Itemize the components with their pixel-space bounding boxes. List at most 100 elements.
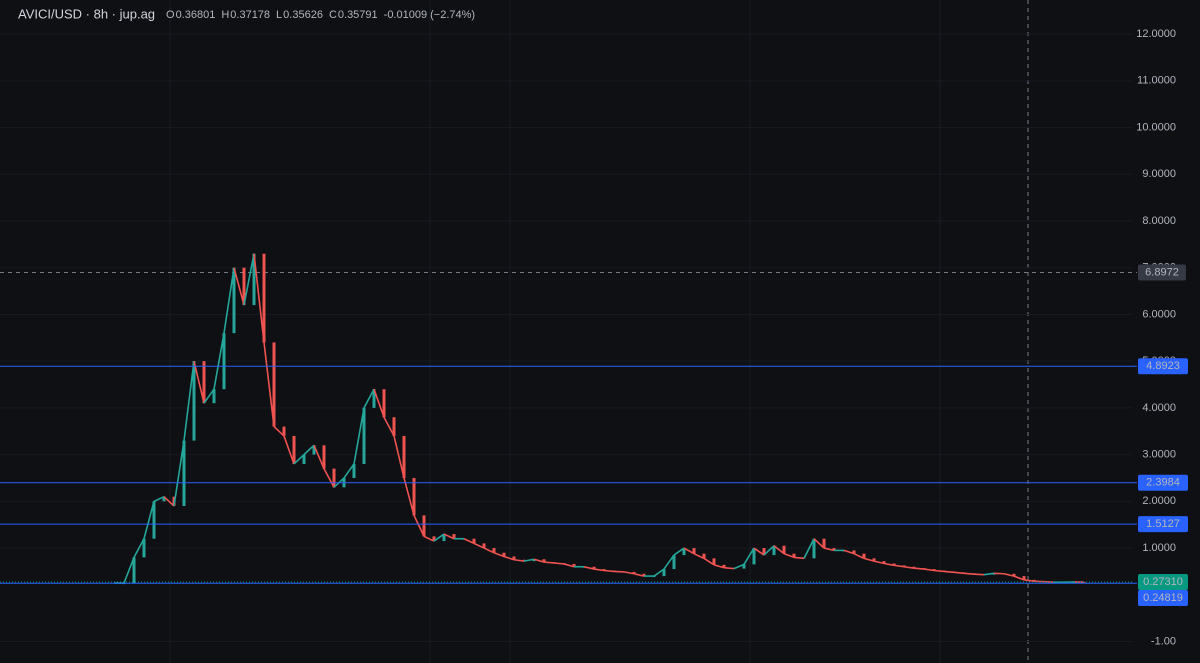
price-segment — [553, 562, 565, 565]
level-label: 2.3984 — [1146, 477, 1180, 489]
level-label-box — [1138, 474, 1188, 491]
candle — [862, 553, 866, 559]
price-segment — [483, 547, 495, 554]
candle — [792, 553, 796, 558]
price-segment — [933, 569, 945, 573]
price-segment — [963, 572, 975, 576]
candle — [952, 571, 956, 573]
candle — [532, 559, 536, 562]
ohlc-value: 0.35626 — [283, 9, 323, 21]
ohlc-label: H — [221, 9, 229, 21]
price-segment — [943, 570, 955, 574]
candle — [772, 545, 776, 556]
y-tick-label: -1.00 — [1151, 635, 1176, 647]
candle — [1032, 579, 1036, 582]
price-segment — [803, 538, 815, 559]
candle — [272, 342, 276, 427]
price-segment — [593, 568, 605, 572]
candle — [252, 253, 256, 306]
price-segment — [403, 477, 415, 516]
candle — [322, 445, 326, 469]
vertical-grid — [169, 0, 941, 663]
price-segment — [213, 332, 225, 390]
candle — [602, 569, 606, 571]
price-segment — [773, 545, 785, 555]
candle — [932, 569, 936, 571]
price-segment — [733, 563, 745, 570]
candle — [822, 538, 826, 549]
price-segment — [983, 572, 995, 576]
price-segment — [723, 566, 735, 570]
price-segment — [893, 564, 905, 568]
crosshair-label-box — [1138, 264, 1186, 281]
ohlc-label: L — [276, 9, 282, 21]
price-segment — [543, 561, 555, 564]
y-tick-label: 12.0000 — [1136, 28, 1176, 40]
price-segment — [423, 535, 435, 542]
price-segment — [273, 425, 285, 437]
price-segment — [583, 565, 595, 570]
candle — [712, 558, 716, 565]
price-segment — [903, 565, 915, 569]
price-segment — [653, 568, 665, 577]
candle — [552, 562, 556, 564]
price-segment — [493, 551, 505, 558]
candle — [492, 548, 496, 553]
price-segment — [823, 547, 835, 552]
candle — [432, 536, 436, 542]
y-tick-label: 1.0000 — [1142, 542, 1176, 554]
candle — [162, 496, 166, 502]
price-segment — [843, 549, 855, 555]
price-segment — [873, 560, 885, 565]
last-price-label: 0.27310 — [1143, 576, 1183, 588]
candle — [942, 570, 946, 572]
crosshair-label: 6.8972 — [1145, 266, 1179, 278]
candle — [672, 555, 676, 570]
price-segment — [243, 253, 255, 306]
price-segment — [363, 388, 375, 409]
y-tick-label: 2.0000 — [1142, 495, 1176, 507]
price-segment — [233, 267, 245, 306]
price-segment — [693, 552, 705, 560]
y-tick-label: 11.0000 — [1137, 75, 1176, 87]
price-segment — [513, 558, 525, 562]
candle — [212, 389, 216, 404]
level-label: 1.5127 — [1146, 518, 1180, 530]
candle — [892, 563, 896, 566]
price-segment — [173, 440, 185, 507]
candle — [132, 557, 136, 584]
price-segment — [153, 495, 165, 503]
price-segment — [463, 537, 475, 545]
price-segment — [793, 556, 805, 560]
price-segment — [433, 533, 445, 542]
candle — [142, 538, 146, 558]
y-tick-label: 6.0000 — [1142, 308, 1176, 320]
price-segment — [373, 388, 385, 418]
price-segment — [183, 361, 195, 441]
candle — [592, 566, 596, 570]
candle — [1012, 573, 1016, 577]
price-segment — [753, 547, 765, 556]
price-segment — [343, 463, 355, 479]
price-segment — [683, 547, 695, 555]
candle — [242, 267, 246, 306]
candle — [412, 477, 416, 516]
candle — [572, 563, 576, 567]
price-segment — [323, 468, 335, 488]
price-segment — [303, 444, 315, 456]
candle — [962, 572, 966, 574]
price-segment — [883, 562, 895, 567]
price-segment — [263, 342, 275, 427]
candle — [232, 267, 236, 334]
price-segment — [123, 557, 135, 584]
y-tick-label: 8.0000 — [1142, 215, 1176, 227]
candle — [742, 564, 746, 569]
level-label-box — [1138, 516, 1188, 533]
candle — [362, 407, 366, 464]
level-label-box — [1138, 590, 1188, 607]
last-price-box — [1138, 574, 1188, 591]
price-segment — [253, 253, 265, 343]
candle — [852, 550, 856, 554]
level-label: 4.8923 — [1146, 360, 1180, 372]
